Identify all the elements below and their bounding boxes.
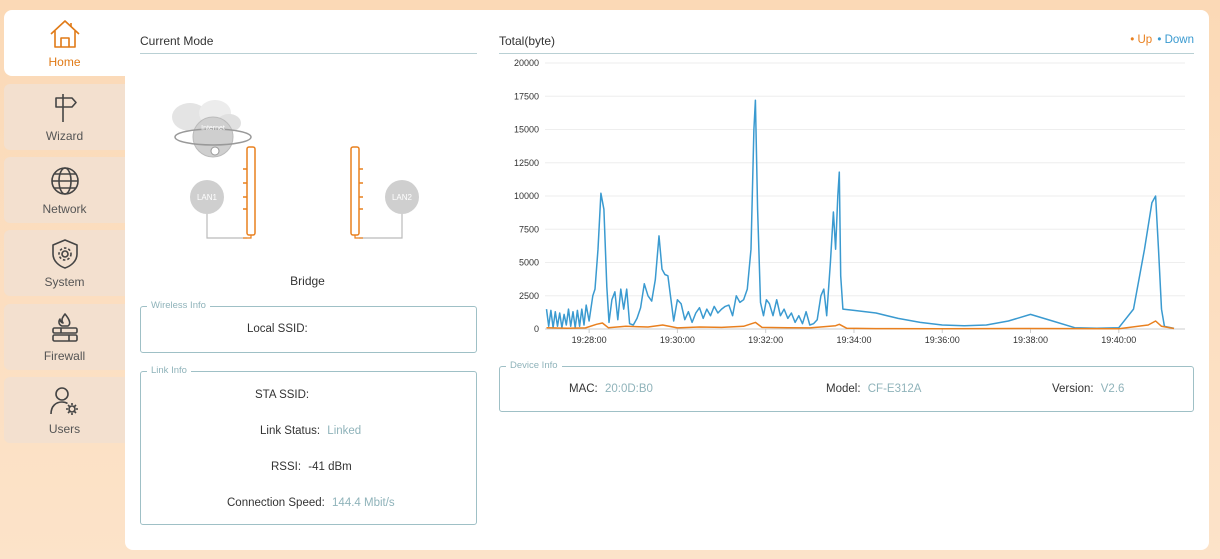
link-status-row: Link Status: Linked <box>260 425 361 437</box>
device-info-legend: Device Info <box>506 360 562 371</box>
model-value: CF-E312A <box>867 383 922 395</box>
sidebar-item-wizard[interactable]: Wizard <box>4 84 125 150</box>
traffic-line-chart: 0 2500 5000 7500 10000 12500 15000 17500 20000 19… <box>514 58 1185 345</box>
mode-label: Bridge <box>290 274 325 288</box>
rssi-row: RSSI: -41 dBm <box>271 461 352 473</box>
sidebar-item-label: Users <box>48 422 81 436</box>
y-tick-label: 10000 <box>514 191 539 201</box>
chart-legend: • Up • Down <box>1130 34 1194 46</box>
x-tick-label: 19:38:00 <box>1013 335 1048 345</box>
version-row: Version: V2.6 <box>1052 383 1124 395</box>
mac-value: 20:0D:B0 <box>604 383 653 395</box>
chart-title: Total(byte) <box>499 34 556 48</box>
cpe-antenna-left <box>246 146 256 236</box>
x-tick-label: 19:36:00 <box>925 335 960 345</box>
lan1-label: LAN1 <box>197 193 218 202</box>
sidebar-item-label: Network <box>42 202 87 216</box>
signpost-icon <box>48 91 82 125</box>
wireless-info-box: Wireless Info Local SSID: <box>140 300 477 353</box>
link-info-box: Link Info STA SSID: Link Status: Linked … <box>140 365 477 525</box>
wireless-info-legend: Wireless Info <box>147 300 210 311</box>
internet-label: Internet <box>201 125 225 132</box>
bridge-topology-diagram: Internet LAN1 LAN2 <box>172 100 419 239</box>
connection-speed-label: Connection Speed: <box>227 497 325 509</box>
sidebar-item-system[interactable]: System <box>4 230 125 296</box>
sidebar-item-label: Wizard <box>45 129 84 143</box>
x-tick-label: 19:30:00 <box>660 335 695 345</box>
lan2-node <box>385 180 419 214</box>
mac-row: MAC: 20:0D:B0 <box>569 383 653 395</box>
sidebar-item-label: System <box>44 275 85 289</box>
rssi-label: RSSI: <box>271 461 302 473</box>
version-value: V2.6 <box>1100 383 1125 395</box>
sidebar-item-label: Firewall <box>43 349 86 363</box>
shield-gear-icon <box>48 237 82 271</box>
sidebar-item-network[interactable]: Network <box>4 157 125 223</box>
y-tick-label: 0 <box>534 324 539 334</box>
sidebar-item-label: Home <box>48 55 81 69</box>
y-tick-label: 12500 <box>514 158 539 168</box>
x-tick-label: 19:34:00 <box>836 335 871 345</box>
sidebar-item-users[interactable]: Users <box>4 377 125 443</box>
y-tick-label: 15000 <box>514 125 539 135</box>
connection-speed-value: 144.4 Mbit/s <box>332 497 395 509</box>
link-status-label: Link Status: <box>260 425 321 437</box>
model-row: Model: CF-E312A <box>826 383 921 395</box>
series-line-down <box>545 99 1175 330</box>
connection-speed-row: Connection Speed: 144.4 Mbit/s <box>227 497 395 509</box>
lan2-label: LAN2 <box>392 193 413 202</box>
x-tick-label: 19:28:00 <box>572 335 607 345</box>
link-status-value: Linked <box>327 425 362 437</box>
x-tick-label: 19:32:00 <box>748 335 783 345</box>
y-tick-label: 20000 <box>514 58 539 68</box>
mac-label: MAC: <box>569 383 598 395</box>
globe-icon <box>48 164 82 198</box>
user-settings-icon <box>48 384 82 418</box>
model-label: Model: <box>826 383 861 395</box>
rssi-value: -41 dBm <box>308 461 352 473</box>
y-tick-label: 17500 <box>514 91 539 101</box>
firewall-icon <box>48 311 82 345</box>
link-info-legend: Link Info <box>147 365 191 376</box>
lan1-node <box>190 180 224 214</box>
internet-cloud-icon: Internet <box>172 100 252 158</box>
sta-ssid-label: STA SSID: <box>255 389 310 401</box>
x-tick-label: 19:40:00 <box>1101 335 1136 345</box>
cpe-antenna-right <box>350 146 360 236</box>
version-label: Version: <box>1052 383 1094 395</box>
legend-down: • Down <box>1157 34 1194 46</box>
divider <box>140 53 477 54</box>
main-panel: Current Mode Internet LAN1 LAN2 Bridge <box>125 10 1209 550</box>
device-info-box: Device Info MAC: 20:0D:B0 Model: CF-E312… <box>499 360 1194 412</box>
series-line-up <box>546 320 1175 330</box>
current-mode-title: Current Mode <box>140 34 214 48</box>
legend-up: • Up <box>1130 34 1153 46</box>
y-tick-label: 7500 <box>519 224 539 234</box>
home-icon <box>48 17 82 51</box>
sidebar-item-firewall[interactable]: Firewall <box>4 304 125 370</box>
divider <box>499 53 1194 54</box>
y-tick-label: 2500 <box>519 291 539 301</box>
sta-ssid-row: STA SSID: <box>255 389 313 401</box>
local-ssid-row: Local SSID: <box>247 323 312 335</box>
sidebar-item-home[interactable]: Home <box>4 10 125 76</box>
local-ssid-label: Local SSID: <box>247 323 308 335</box>
y-tick-label: 5000 <box>519 258 539 268</box>
